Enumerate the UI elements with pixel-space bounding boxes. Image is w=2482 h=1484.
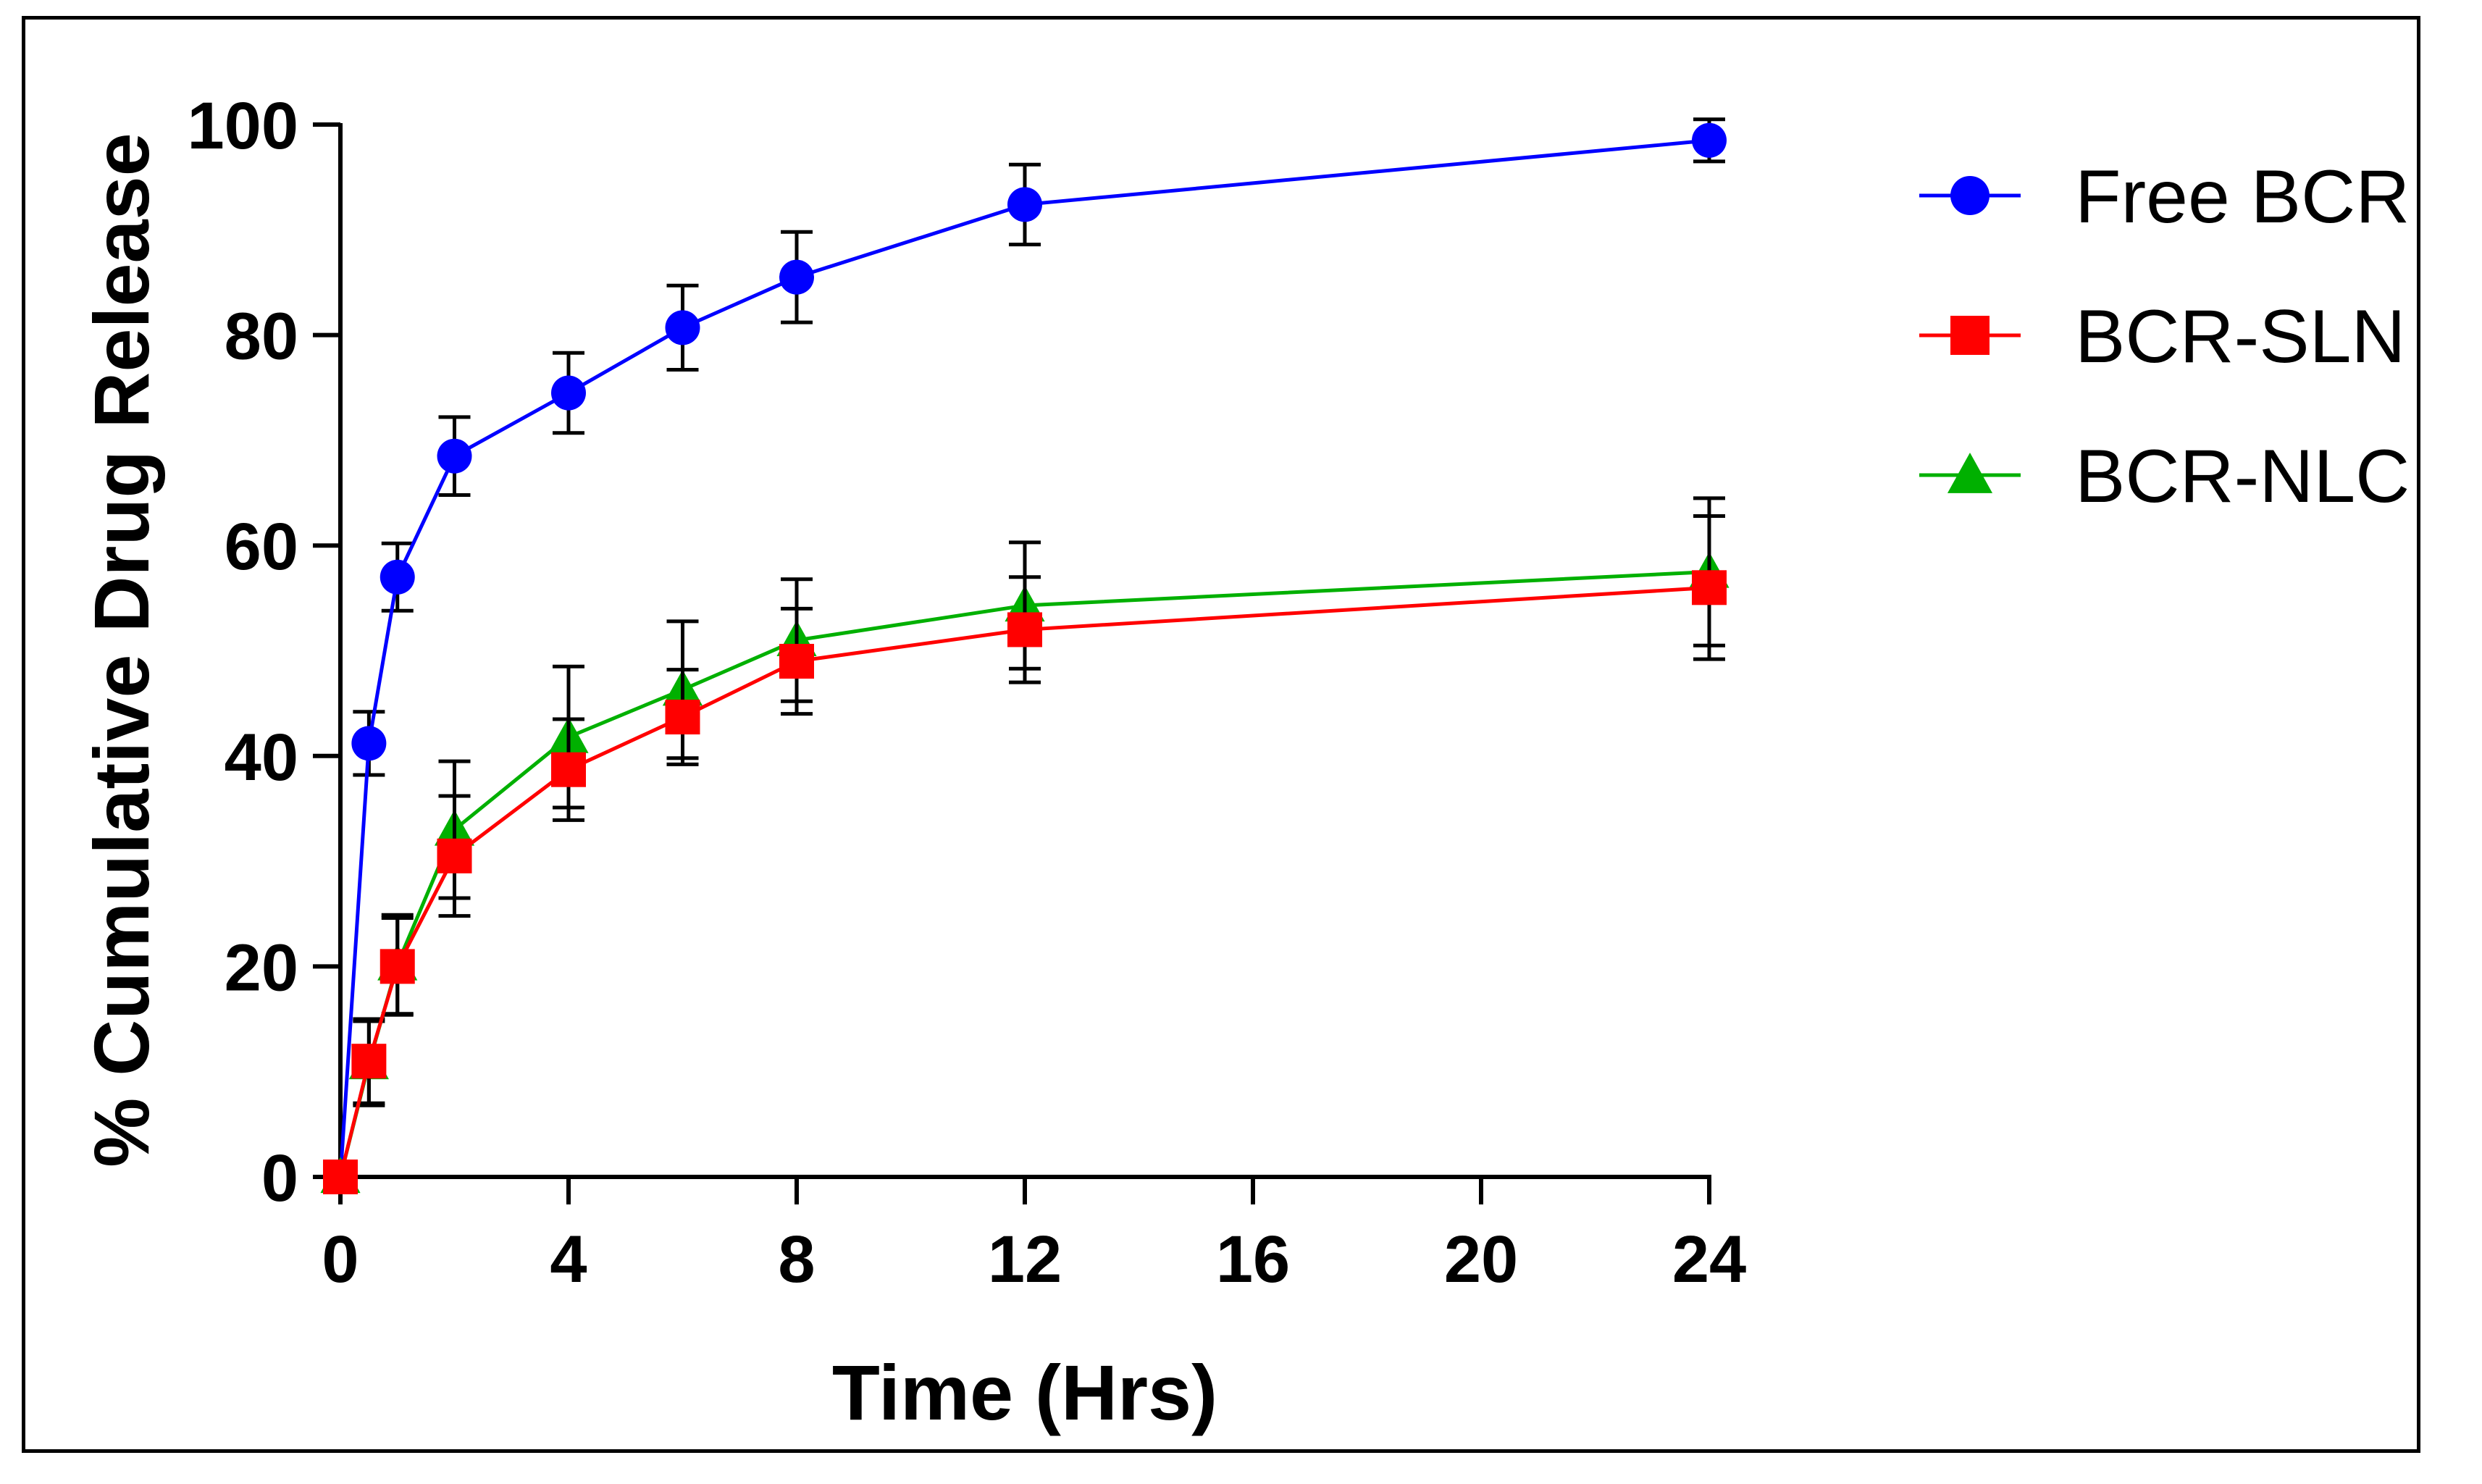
data-point	[437, 438, 472, 474]
data-point	[351, 726, 387, 761]
data-point	[351, 1044, 387, 1079]
series-layer	[320, 117, 1730, 1194]
legend-item: BCR-NLC	[1919, 435, 2410, 519]
data-point	[551, 752, 586, 787]
y-tick-label: 40	[225, 721, 298, 795]
data-point	[779, 259, 814, 295]
x-tick-label: 8	[778, 1223, 815, 1296]
data-point	[1007, 187, 1042, 222]
legend-item: BCR-SLN	[1919, 295, 2406, 379]
data-point	[1947, 452, 1993, 493]
x-tick-label: 20	[1444, 1223, 1518, 1296]
series-free-bcr	[323, 117, 1727, 1194]
legend: Free BCR BCR-SLN BCR-NLC	[1919, 155, 2410, 519]
x-tick-label: 24	[1672, 1223, 1746, 1296]
data-point	[1692, 570, 1727, 605]
data-point	[323, 1160, 358, 1194]
legend-label: BCR-NLC	[2075, 435, 2410, 519]
x-tick-label: 16	[1216, 1223, 1290, 1296]
y-tick-label: 80	[225, 300, 298, 374]
data-point	[779, 644, 814, 679]
series-bcr-sln	[323, 514, 1727, 1194]
data-point	[1950, 316, 1990, 355]
data-point	[437, 838, 472, 873]
legend-label: BCR-SLN	[2075, 295, 2406, 379]
data-point	[551, 375, 586, 411]
data-point	[1007, 612, 1042, 647]
x-axis-title: Time (Hrs)	[832, 1349, 1217, 1436]
data-point	[1950, 176, 1990, 215]
data-point	[380, 949, 415, 984]
legend-item: Free BCR	[1919, 155, 2410, 239]
y-tick-label: 0	[261, 1141, 298, 1215]
y-tick-label: 60	[225, 510, 298, 584]
data-point	[380, 559, 415, 595]
axes: 0 20 40 60 80 100 0 4 8 12 16 20 24	[188, 89, 1747, 1296]
figure-frame	[22, 16, 2420, 1453]
x-tick-label: 0	[322, 1223, 359, 1296]
data-point	[665, 700, 700, 735]
y-axis-title: % Cumulative Drug Release	[77, 133, 165, 1167]
y-tick-label: 20	[225, 931, 298, 1005]
x-tick-label: 4	[550, 1223, 587, 1296]
y-tick-label: 100	[188, 89, 299, 163]
data-point	[1692, 122, 1727, 158]
legend-label: Free BCR	[2075, 155, 2410, 239]
x-tick-label: 12	[988, 1223, 1062, 1296]
data-point	[665, 310, 700, 345]
